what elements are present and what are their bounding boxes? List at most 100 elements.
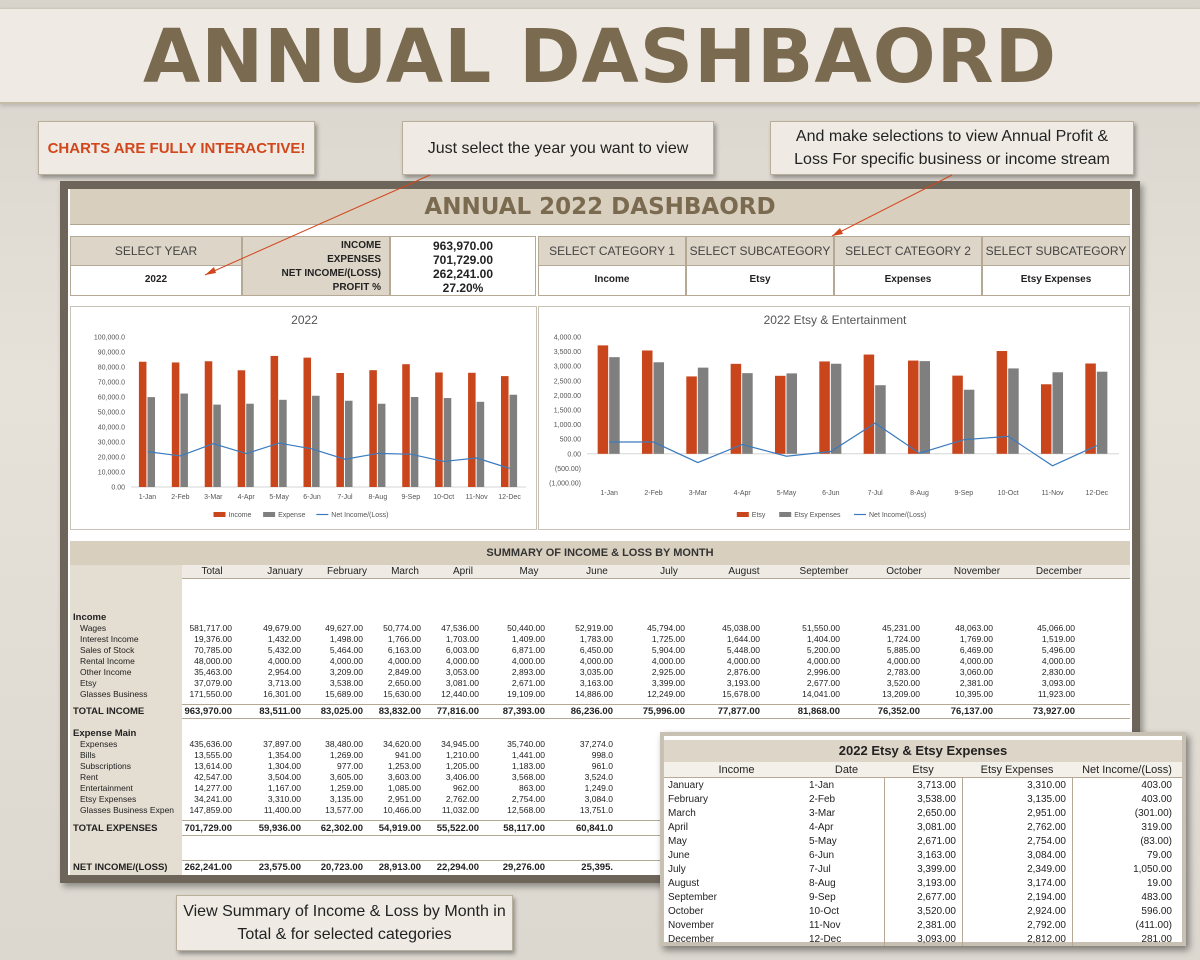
bar-income[interactable] — [138, 361, 147, 487]
summary-row-label: TOTAL EXPENSES — [73, 823, 158, 834]
bar-etsy-expenses[interactable] — [875, 385, 886, 454]
summary-cell: 1,167.00 — [267, 783, 301, 793]
expense-section-label: Expense Main — [73, 728, 137, 739]
summary-col-header: May — [519, 566, 539, 577]
y-tick-label: (500.00) — [555, 466, 581, 473]
bar-etsy[interactable] — [597, 345, 609, 454]
summary-cell: 4,000.00 — [445, 656, 479, 666]
bar-income[interactable] — [468, 372, 476, 487]
banner-title: ANNUAL DASHBAORD — [142, 14, 1058, 100]
bar-expense[interactable] — [509, 394, 518, 487]
legend-swatch — [213, 512, 226, 517]
summary-section: SUMMARY OF INCOME & LOSS BY MONTH Total J… — [70, 541, 1130, 875]
select-year-dropdown[interactable]: 2022 — [70, 266, 242, 296]
summary-col-header: September — [799, 566, 849, 577]
kpi-labels: INCOME EXPENSES NET INCOME/(LOSS) PROFIT… — [242, 236, 390, 296]
summary-col-header: January — [267, 566, 303, 577]
summary-cell: 16,301.00 — [263, 689, 301, 699]
bar-etsy-expenses[interactable] — [697, 367, 709, 454]
bar-etsy-expenses[interactable] — [786, 373, 798, 454]
summary-cell: 1,498.00 — [329, 634, 363, 644]
summary-cell: 961.0 — [591, 761, 613, 771]
overlay-cell: July — [668, 864, 686, 875]
bar-etsy-expenses[interactable] — [1052, 372, 1064, 454]
summary-header-row: Total January February March April May June Jul… — [182, 565, 1130, 579]
summary-cell: 4,000.00 — [387, 656, 421, 666]
bar-income[interactable] — [369, 370, 377, 487]
bar-etsy-expenses[interactable] — [919, 361, 931, 454]
summary-row-label: Rent — [80, 772, 98, 782]
annual-income-chart[interactable]: 2022 100,000.0 90,000.0 80,000.0 70,000.0 60,… — [70, 306, 537, 530]
bar-etsy-expenses[interactable] — [963, 389, 975, 454]
overlay-cell: (301.00) — [1134, 808, 1172, 819]
bar-expense[interactable] — [246, 403, 254, 487]
bar-expense[interactable] — [312, 395, 320, 487]
bar-income[interactable] — [270, 355, 279, 487]
select-subcategory-2-dropdown[interactable]: Etsy Expenses — [982, 266, 1130, 296]
bar-etsy[interactable] — [686, 376, 697, 454]
bar-income[interactable] — [237, 370, 246, 487]
category-comparison-chart[interactable]: 2022 Etsy & Entertainment 4,000.00 3,500.0… — [538, 306, 1130, 530]
bar-expense[interactable] — [180, 393, 188, 487]
summary-cell: 3,713.00 — [267, 678, 301, 688]
summary-cell: 77,816.00 — [436, 706, 479, 717]
bar-etsy[interactable] — [1085, 363, 1096, 454]
bar-income[interactable] — [402, 364, 410, 487]
bar-etsy[interactable] — [952, 375, 963, 454]
bar-etsy-expenses[interactable] — [742, 373, 753, 454]
bar-etsy[interactable] — [641, 350, 653, 454]
bar-income[interactable] — [435, 372, 443, 487]
bar-etsy[interactable] — [907, 360, 919, 454]
bar-income[interactable] — [303, 357, 312, 487]
overlay-cell: 483.00 — [1141, 892, 1172, 903]
summary-row-label: Sales of Stock — [80, 645, 135, 655]
bar-etsy[interactable] — [730, 363, 742, 454]
bar-etsy[interactable] — [774, 375, 786, 454]
bar-expense[interactable] — [476, 401, 485, 487]
bar-etsy[interactable] — [1040, 384, 1052, 454]
select-subcategory-1-dropdown[interactable]: Etsy — [686, 266, 834, 296]
summary-cell: 1,769.00 — [959, 634, 993, 644]
summary-cell: 1,703.00 — [445, 634, 479, 644]
summary-cell: 14,277.00 — [194, 783, 232, 793]
summary-col-header: April — [452, 566, 473, 577]
summary-cell: 19,376.00 — [194, 634, 232, 644]
summary-cell: 2,996.00 — [806, 667, 840, 677]
bar-income[interactable] — [171, 362, 180, 487]
summary-cell: 2,754.00 — [511, 794, 545, 804]
x-tick-label: 9-Sep — [954, 490, 973, 497]
summary-cell: 147,859.00 — [189, 805, 232, 815]
bar-expense[interactable] — [213, 404, 221, 487]
overlay-cell: 2,812.00 — [1027, 934, 1066, 945]
summary-row: Entertainment 14,277.00 1,167.00 1,259.00 1,… — [70, 783, 1130, 794]
bar-etsy-expenses[interactable] — [1096, 371, 1108, 454]
bar-income[interactable] — [336, 373, 344, 487]
y-tick-label: 1,500.00 — [554, 408, 581, 415]
bar-expense[interactable] — [147, 397, 156, 487]
bar-etsy[interactable] — [863, 354, 875, 454]
select-category-2-dropdown[interactable]: Expenses — [834, 266, 982, 296]
bar-expense[interactable] — [410, 397, 419, 487]
select-category-1-dropdown[interactable]: Income — [538, 266, 686, 296]
bar-expense[interactable] — [344, 400, 353, 487]
bar-income[interactable] — [204, 361, 213, 487]
bar-etsy[interactable] — [996, 351, 1008, 454]
line-net-income[interactable] — [147, 442, 510, 469]
bar-expense[interactable] — [443, 398, 452, 487]
x-tick-label: 7-Jul — [337, 494, 353, 501]
summary-cell: 1,205.00 — [445, 761, 479, 771]
bar-etsy-expenses[interactable] — [1008, 368, 1019, 454]
bar-etsy-expenses[interactable] — [830, 363, 842, 454]
bar-expense[interactable] — [377, 403, 386, 487]
summary-row-label: Subscriptions — [80, 761, 132, 771]
line-net-income[interactable] — [609, 422, 1098, 467]
summary-cell: 11,032.00 — [441, 805, 479, 815]
x-tick-label: 8-Aug — [369, 494, 388, 501]
legend-label: Income — [229, 512, 252, 519]
overlay-col-header: Etsy — [884, 762, 962, 778]
bar-etsy-expenses[interactable] — [609, 357, 620, 454]
bar-etsy[interactable] — [819, 361, 830, 454]
bar-etsy-expenses[interactable] — [653, 362, 665, 454]
bar-income[interactable] — [500, 376, 509, 487]
overlay-cell: November — [668, 920, 715, 931]
